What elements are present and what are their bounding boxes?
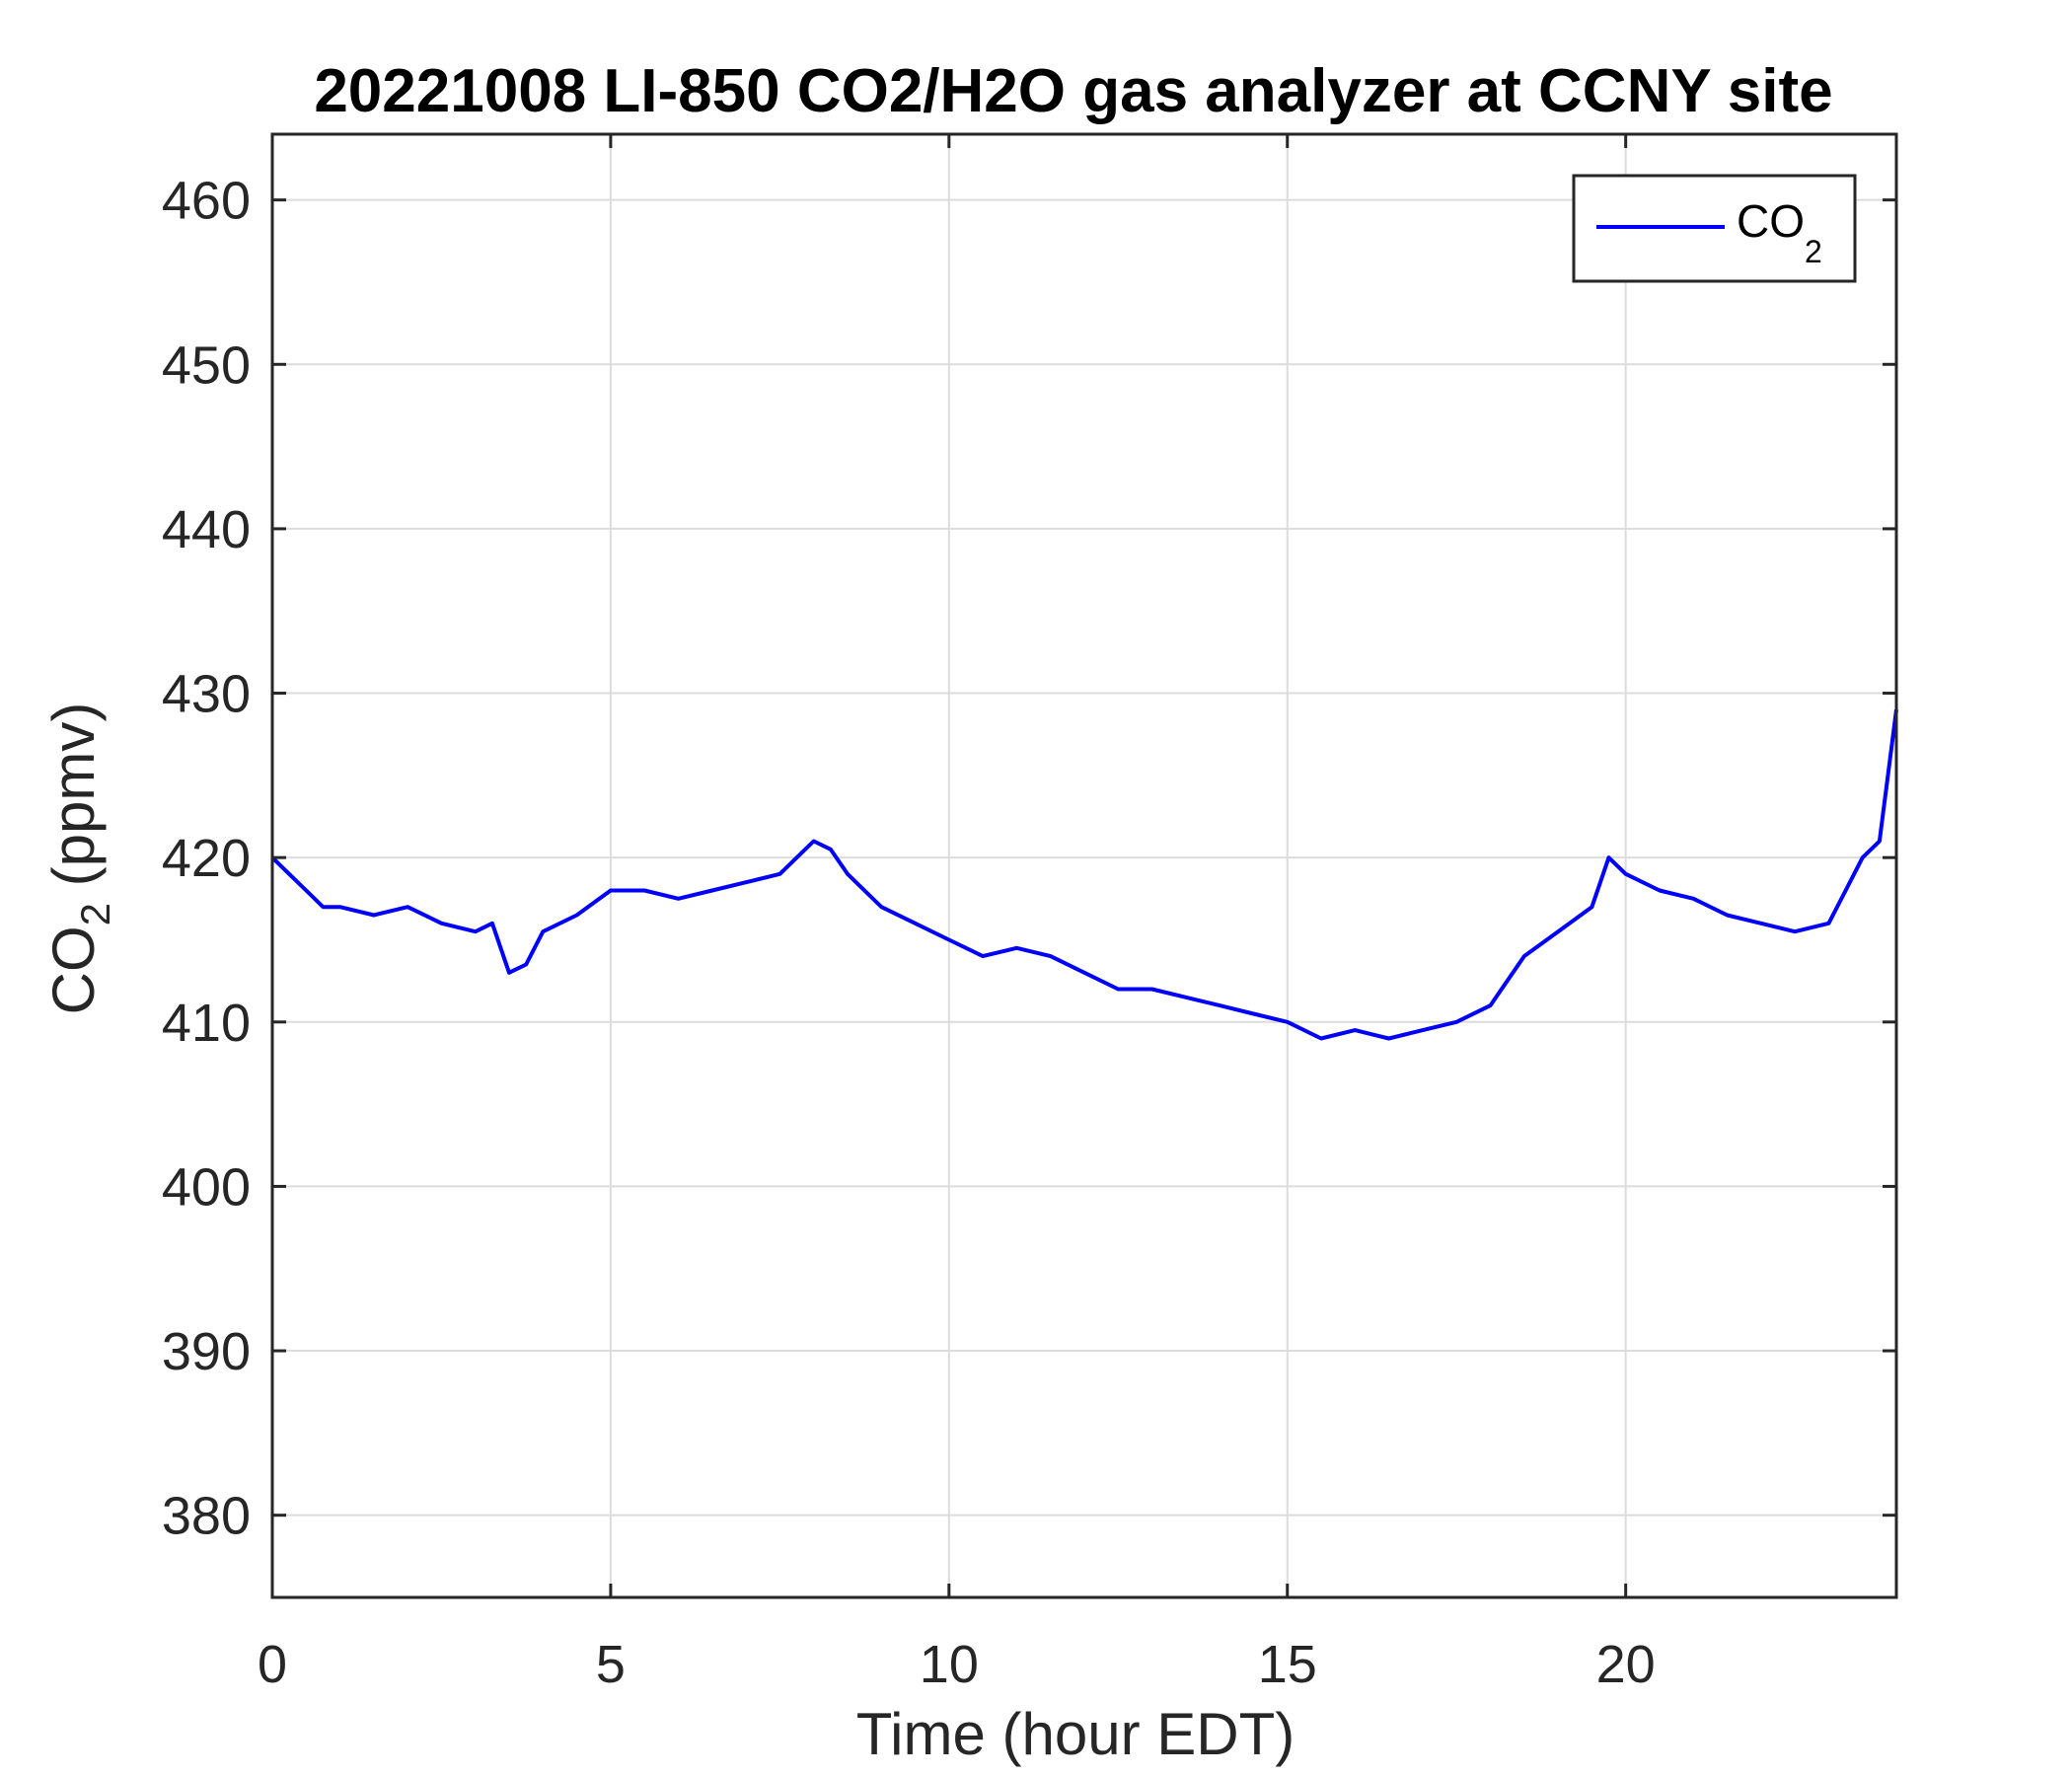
x-tick-label: 0 (258, 1635, 287, 1694)
x-tick-label: 20 (1596, 1635, 1656, 1694)
y-tick-label: 460 (162, 172, 251, 231)
plot-frame (270, 132, 1898, 1599)
x-axis-label: Time (hour EDT) (856, 1701, 1295, 1767)
y-axis-label-subscript: 2 (72, 903, 118, 925)
y-tick-label: 380 (162, 1487, 251, 1546)
chart-title: 20221008 LI-850 CO2/H2O gas analyzer at … (314, 57, 1832, 125)
y-axis-label-unit: (ppmv) (40, 703, 107, 903)
series-layer (270, 708, 1898, 1041)
x-tick-label: 5 (596, 1635, 626, 1694)
ticks: 0 5 10 15 20 380 390 400 410 420 430 440 450 460 (162, 134, 1896, 1694)
y-tick-label: 410 (162, 994, 251, 1053)
y-tick-label: 450 (162, 335, 251, 395)
legend-label-subscript: 2 (1805, 234, 1822, 269)
legend-label-main: CO (1737, 195, 1805, 247)
y-tick-label: 400 (162, 1157, 251, 1217)
y-tick-label: 440 (162, 500, 251, 559)
grid (271, 134, 1896, 1597)
legend-label: CO2 (1737, 195, 1822, 269)
y-tick-label: 390 (162, 1322, 251, 1381)
x-tick-label: 10 (920, 1635, 979, 1694)
legend: CO2 (1572, 174, 1857, 283)
y-tick-label: 420 (162, 829, 251, 888)
y-tick-label: 430 (162, 665, 251, 724)
y-axis-label: CO2 (ppmv) (40, 703, 118, 1015)
x-tick-label: 15 (1258, 1635, 1317, 1694)
y-axis-label-main: CO (40, 925, 107, 1014)
co2-series-line (270, 708, 1898, 1041)
